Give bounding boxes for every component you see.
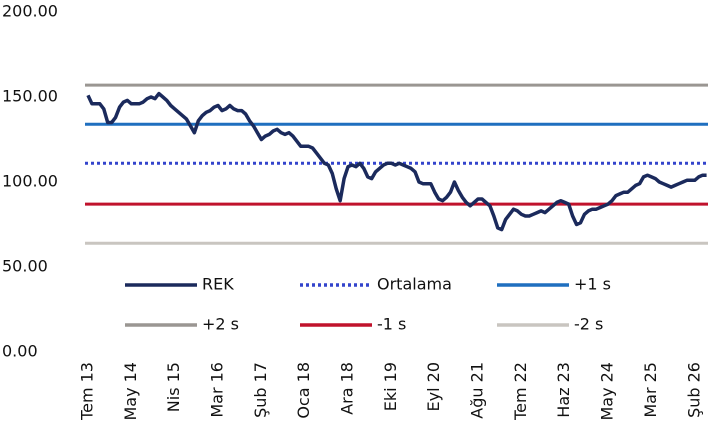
x-tick-label: Mar 16 [208,362,227,418]
x-tick-label: Ağu 21 [468,362,487,419]
x-tick-label: Mar 25 [641,362,660,418]
x-tick-label: Haz 23 [554,362,573,418]
y-tick-label: 200.00 [2,2,58,21]
x-tick-label: Eyl 20 [424,362,443,411]
x-tick-label: Nis 15 [164,362,183,412]
x-tick-label: Tem 22 [511,362,530,421]
legend-label: +2 s [202,315,239,334]
x-tick-label: Ara 18 [338,362,357,415]
y-tick-label: 0.00 [2,342,38,361]
legend-label: +1 s [574,275,611,294]
x-tick-label: May 14 [121,362,140,421]
x-tick-label: Şub 26 [684,362,703,418]
legend-label: -2 s [574,315,603,334]
legend-label: -1 s [377,315,406,334]
x-tick-label: Eki 19 [381,362,400,411]
x-tick-label: Şub 17 [251,362,270,418]
legend-label: Ortalama [377,275,452,294]
data-line [86,91,707,232]
x-tick-label: Oca 18 [294,362,313,419]
x-tick-label: Tem 13 [78,362,97,421]
y-tick-label: 150.00 [2,87,58,106]
y-tick-label: 50.00 [2,257,48,276]
legend-label: REK [202,275,234,294]
x-tick-label: May 24 [598,362,617,421]
y-tick-label: 100.00 [2,172,58,191]
